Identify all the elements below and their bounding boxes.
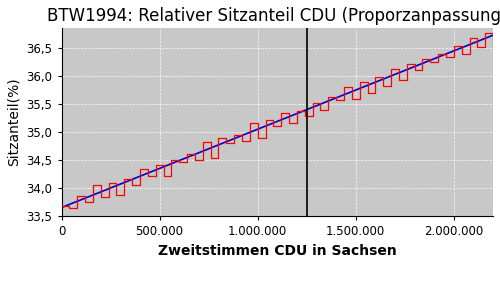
Line: Sitzanteil ideal: Sitzanteil ideal — [62, 35, 493, 208]
Sitzanteil ideal — [403, 68, 409, 72]
Line: Sitzanteil real: Sitzanteil real — [62, 34, 493, 208]
Sitzanteil ideal — [355, 87, 361, 91]
Title: BTW1994: Relativer Sitzanteil CDU (Proporzanpassung): BTW1994: Relativer Sitzanteil CDU (Propo… — [47, 7, 500, 25]
Sitzanteil ideal — [102, 188, 108, 192]
Sitzanteil real — [482, 32, 488, 35]
Sitzanteil ideal — [233, 136, 239, 140]
Sitzanteil ideal — [248, 130, 254, 134]
Sitzanteil real — [318, 101, 324, 105]
Sitzanteil real — [490, 44, 496, 47]
X-axis label: Zweitstimmen CDU in Sachsen: Zweitstimmen CDU in Sachsen — [158, 244, 396, 258]
Sitzanteil real — [66, 206, 72, 209]
Sitzanteil ideal — [395, 71, 401, 75]
Y-axis label: Sitzanteil(%): Sitzanteil(%) — [7, 78, 21, 166]
Sitzanteil ideal — [490, 33, 496, 37]
Sitzanteil real — [58, 204, 64, 208]
Sitzanteil real — [262, 118, 268, 122]
Sitzanteil real — [160, 175, 166, 178]
Sitzanteil real — [224, 142, 230, 145]
Sitzanteil ideal — [58, 206, 64, 209]
Sitzanteil real — [482, 45, 488, 49]
Sitzanteil real — [176, 158, 182, 162]
